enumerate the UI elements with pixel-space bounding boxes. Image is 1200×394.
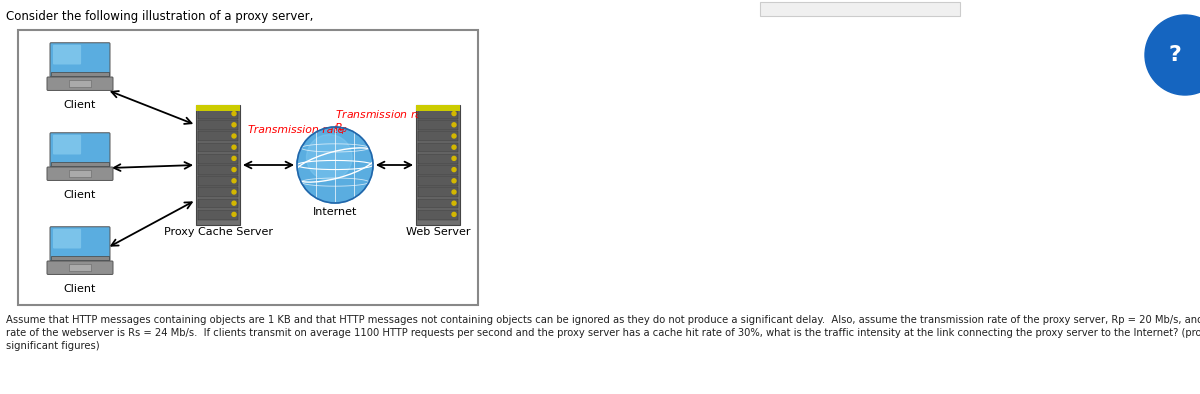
Circle shape bbox=[232, 201, 236, 205]
Circle shape bbox=[232, 179, 236, 183]
Bar bbox=[50, 256, 109, 260]
Bar bbox=[198, 188, 238, 197]
Circle shape bbox=[1145, 15, 1200, 95]
Text: ?: ? bbox=[1169, 45, 1182, 65]
Bar bbox=[50, 162, 109, 166]
Circle shape bbox=[232, 167, 236, 172]
Bar bbox=[18, 30, 478, 305]
Bar bbox=[196, 105, 240, 111]
Bar bbox=[418, 176, 458, 186]
Circle shape bbox=[452, 179, 456, 183]
Bar bbox=[196, 105, 240, 225]
Text: Web Server: Web Server bbox=[406, 227, 470, 237]
Circle shape bbox=[452, 145, 456, 149]
Circle shape bbox=[452, 123, 456, 127]
Circle shape bbox=[232, 123, 236, 127]
Circle shape bbox=[452, 112, 456, 115]
Bar bbox=[418, 143, 458, 152]
Circle shape bbox=[232, 112, 236, 115]
Text: rate of the webserver is Rs = 24 Mb/s.  If clients transmit on average 1100 HTTP: rate of the webserver is Rs = 24 Mb/s. I… bbox=[6, 328, 1200, 338]
FancyBboxPatch shape bbox=[50, 227, 110, 261]
Circle shape bbox=[232, 156, 236, 160]
Bar bbox=[418, 199, 458, 208]
Bar bbox=[418, 109, 458, 119]
Circle shape bbox=[452, 134, 456, 138]
Bar bbox=[68, 80, 91, 87]
Bar bbox=[198, 210, 238, 219]
Circle shape bbox=[298, 127, 373, 203]
Bar bbox=[198, 154, 238, 164]
Bar bbox=[418, 165, 458, 175]
Text: Client: Client bbox=[64, 284, 96, 294]
Text: $R_p$: $R_p$ bbox=[334, 122, 348, 138]
FancyBboxPatch shape bbox=[50, 133, 110, 167]
Bar bbox=[418, 188, 458, 197]
Bar bbox=[50, 72, 109, 76]
Circle shape bbox=[452, 167, 456, 172]
Bar bbox=[416, 105, 460, 225]
Circle shape bbox=[452, 201, 456, 205]
FancyBboxPatch shape bbox=[53, 45, 82, 65]
FancyBboxPatch shape bbox=[47, 261, 113, 275]
Bar bbox=[418, 154, 458, 164]
Text: Internet: Internet bbox=[313, 207, 358, 217]
Circle shape bbox=[232, 190, 236, 194]
Bar bbox=[198, 109, 238, 119]
Text: Transmission rate:  $R_s$: Transmission rate: $R_s$ bbox=[335, 108, 456, 122]
FancyBboxPatch shape bbox=[47, 167, 113, 180]
Text: Client: Client bbox=[64, 100, 96, 110]
Bar bbox=[198, 132, 238, 141]
Bar bbox=[198, 143, 238, 152]
FancyBboxPatch shape bbox=[53, 229, 82, 249]
Bar bbox=[68, 170, 91, 177]
Bar bbox=[198, 165, 238, 175]
Bar bbox=[418, 120, 458, 130]
FancyBboxPatch shape bbox=[53, 135, 82, 154]
Circle shape bbox=[232, 134, 236, 138]
Bar bbox=[760, 2, 960, 16]
Bar bbox=[198, 120, 238, 130]
Bar bbox=[198, 199, 238, 208]
Circle shape bbox=[232, 212, 236, 216]
Text: Assume that HTTP messages containing objects are 1 KB and that HTTP messages not: Assume that HTTP messages containing obj… bbox=[6, 315, 1200, 325]
Bar bbox=[198, 176, 238, 186]
Text: Transmission rate: Transmission rate bbox=[248, 125, 344, 135]
Text: Proxy Cache Server: Proxy Cache Server bbox=[163, 227, 272, 237]
Circle shape bbox=[452, 212, 456, 216]
Bar bbox=[416, 105, 460, 111]
FancyBboxPatch shape bbox=[50, 43, 110, 77]
Text: significant figures): significant figures) bbox=[6, 341, 100, 351]
Text: Client: Client bbox=[64, 190, 96, 200]
Bar bbox=[68, 264, 91, 271]
FancyBboxPatch shape bbox=[47, 77, 113, 91]
Circle shape bbox=[452, 156, 456, 160]
Circle shape bbox=[232, 145, 236, 149]
Circle shape bbox=[452, 190, 456, 194]
Text: Consider the following illustration of a proxy server,: Consider the following illustration of a… bbox=[6, 10, 313, 23]
Bar bbox=[418, 210, 458, 219]
Circle shape bbox=[306, 135, 352, 180]
Bar bbox=[418, 132, 458, 141]
